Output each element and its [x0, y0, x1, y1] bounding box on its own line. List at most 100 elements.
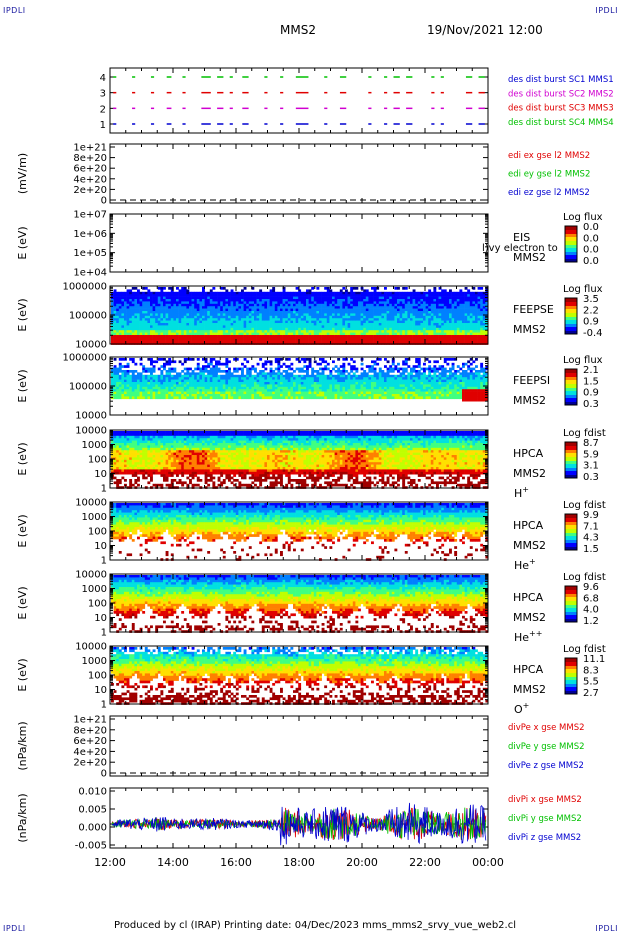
feepse-cell — [443, 294, 447, 297]
feepse-cell — [165, 308, 169, 312]
feepse-cell — [176, 320, 179, 324]
feepse-cell — [324, 323, 328, 326]
feepsi-cell — [131, 389, 135, 392]
feepse-cell — [306, 320, 309, 324]
feepse-cell — [267, 306, 270, 309]
feepse-cell — [238, 313, 242, 317]
feepse-cell — [423, 303, 426, 307]
feepse-cell — [482, 325, 486, 329]
feepse-cell — [433, 313, 437, 317]
feepse-cell — [207, 318, 211, 321]
feepsi-cell — [303, 389, 307, 392]
feepse-cell — [124, 335, 127, 338]
feepsi-cell — [254, 391, 257, 395]
feepse-cell — [436, 306, 439, 309]
feepse-cell — [144, 323, 148, 326]
feepse-cell — [235, 299, 239, 302]
feepse-cell — [282, 330, 286, 333]
feepse-cell — [412, 318, 416, 321]
feepsi-cell — [267, 372, 270, 376]
feepse-cell — [464, 308, 468, 312]
feepse-cell — [456, 313, 460, 317]
feepse-cell — [228, 306, 231, 309]
eis-colorbar-cell — [565, 249, 577, 251]
feepse-cell — [209, 325, 213, 329]
feepse-cell — [142, 327, 146, 331]
feepse-cell — [207, 296, 211, 300]
feepse-cell — [352, 299, 356, 302]
feepse-cell — [326, 301, 330, 305]
feepsi-cell — [147, 384, 151, 388]
feepse-cell — [368, 291, 372, 295]
feepse-colorbar-cell — [565, 332, 577, 334]
feepse-cell — [274, 296, 278, 300]
feepsi-cell — [116, 394, 120, 397]
feepse-cell — [264, 291, 268, 295]
feepsi-cell — [118, 386, 122, 390]
feepse-cell — [430, 306, 434, 309]
feepse-cell — [209, 296, 213, 300]
feepse-cell — [334, 332, 338, 336]
feepse-cell — [137, 291, 140, 295]
feepsi-cell — [230, 372, 234, 376]
feepse-cell — [332, 323, 335, 326]
feepse-cell — [438, 332, 442, 336]
feepse-cell — [308, 303, 312, 307]
feepse-cell — [384, 291, 387, 295]
feepse-cell — [116, 339, 120, 343]
feepse-cell — [238, 311, 242, 314]
feepsi-cell — [139, 389, 143, 392]
feepse-cell — [246, 299, 250, 302]
feepse-cell — [246, 294, 250, 297]
feepse-cell — [384, 296, 387, 300]
feepse-cell — [111, 339, 114, 343]
feepse-cell — [118, 294, 122, 297]
feepse-cell — [228, 320, 231, 324]
feepse-cell — [194, 325, 198, 329]
feepse-cell — [339, 325, 343, 329]
eis-ytick-label: 1e+06 — [73, 229, 107, 240]
feepsi-cell — [121, 374, 125, 378]
feepse-cell — [326, 335, 330, 338]
feepsi-cell — [267, 360, 270, 364]
feepse-cell — [222, 320, 226, 324]
feepsi-cell — [131, 358, 135, 361]
feepse-cell — [475, 327, 478, 331]
feepse-cell — [332, 308, 335, 312]
feepse-cell — [459, 299, 463, 302]
feepse-cell — [230, 323, 234, 326]
feepse-cell — [456, 301, 460, 305]
feepse-cell — [173, 308, 177, 312]
feepsi-cell — [274, 396, 278, 400]
feepse-cell — [415, 303, 419, 307]
feepse-cell — [352, 330, 356, 333]
feepsi-cell — [246, 386, 250, 390]
feepsi-cell — [225, 386, 229, 390]
feepsi-cell — [306, 391, 309, 395]
feepse-cell — [116, 320, 120, 324]
feepse-cell — [313, 318, 317, 321]
feepsi-cell — [308, 365, 312, 368]
feepse-cell — [165, 335, 169, 338]
feepsi-cell — [155, 391, 159, 395]
feepse-cell — [126, 337, 130, 341]
feepse-cell — [181, 315, 185, 319]
feepse-cell — [183, 335, 187, 338]
feepse-cell — [358, 301, 361, 305]
feepsi-cell — [126, 386, 130, 390]
feepse-cell — [137, 313, 140, 317]
feepsi-cell — [303, 386, 307, 390]
feepse-cell — [170, 308, 174, 312]
feepse-cell — [417, 301, 421, 305]
feepsi-cell — [196, 384, 200, 388]
feepse-cell — [337, 332, 341, 336]
feepse-cell — [124, 315, 127, 319]
feepse-cell — [378, 318, 382, 321]
feepse-cell — [134, 335, 138, 338]
feepse-cell — [329, 296, 333, 300]
feepse-cell — [334, 296, 338, 300]
feepsi-cell — [155, 379, 159, 383]
feepsi-cell — [113, 382, 117, 385]
feepse-cell — [410, 313, 413, 317]
feepse-cell — [462, 332, 465, 336]
